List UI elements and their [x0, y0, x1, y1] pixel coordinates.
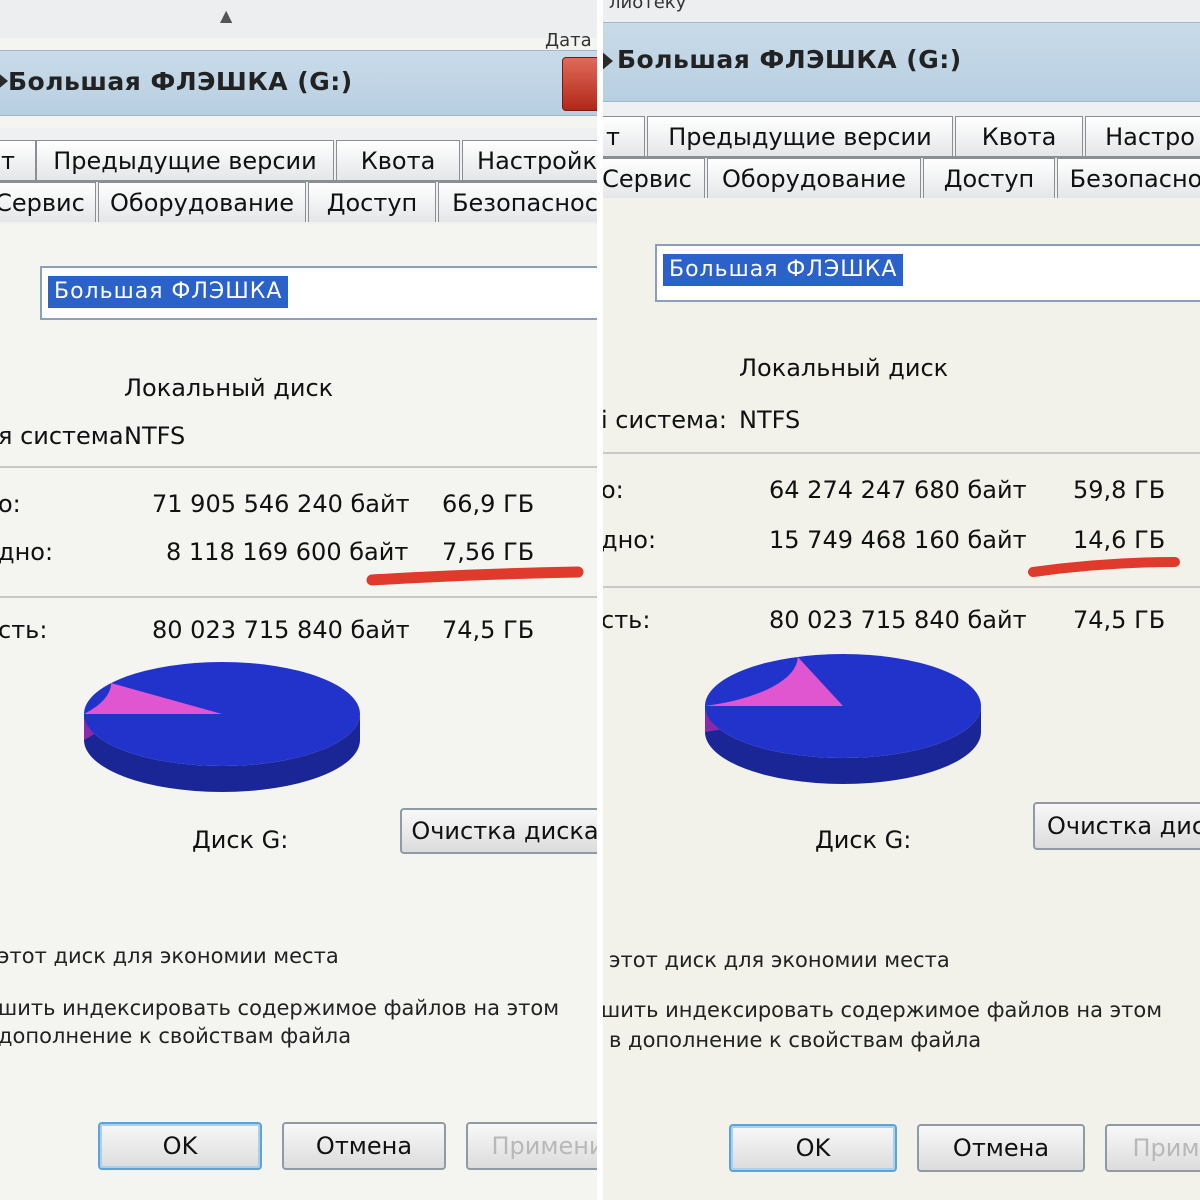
separator — [603, 452, 1200, 454]
title-bar[interactable]: Большая ФЛЭШКА (G:) — [0, 50, 597, 116]
cancel-button[interactable]: Отмена — [917, 1124, 1085, 1172]
used-space-bytes: 64 274 247 680 байт — [769, 476, 1027, 504]
index-contents-option[interactable]: шить индексировать содержимое файлов на … — [603, 998, 1163, 1022]
tab-quota[interactable]: Квота — [955, 116, 1083, 156]
pie-used-side — [705, 706, 981, 784]
tab-strip: т Предыдущие версии Квота Настройк Серви… — [0, 128, 597, 224]
collage-divider — [597, 0, 603, 1200]
used-space-label: о: — [0, 490, 21, 518]
top-fragment-text: лиотеку — [609, 0, 687, 13]
index-contents-option[interactable]: шить индексировать содержимое файлов на … — [0, 996, 560, 1020]
free-space-gb: 7,56 ГБ — [442, 538, 535, 566]
free-space-label: дно: — [603, 526, 657, 554]
free-space-gb: 14,6 ГБ — [1073, 526, 1166, 554]
window-icon — [603, 51, 613, 71]
right-screenshot-panel: лиотеку Большая ФЛЭШКА (G:) т Предыдущие… — [603, 0, 1200, 1200]
apply-button[interactable]: Примени — [466, 1122, 597, 1170]
disk-label: Диск G: — [815, 826, 912, 854]
tab-partial[interactable]: т — [603, 116, 645, 156]
capacity-bytes: 80 023 715 840 байт — [769, 606, 1027, 634]
close-button[interactable] — [562, 57, 597, 111]
pie-used-side — [84, 714, 360, 792]
tab-sharing[interactable]: Доступ — [308, 182, 436, 222]
left-screenshot-panel: ▲ Дата Большая ФЛЭШКА (G:) т Предыдущие … — [0, 0, 597, 1200]
free-space-bytes: 15 749 468 160 байт — [769, 526, 1027, 554]
tab-hardware[interactable]: Оборудование — [98, 182, 306, 222]
capacity-gb: 74,5 ГБ — [442, 616, 535, 644]
capacity-gb: 74,5 ГБ — [1073, 606, 1166, 634]
pie-free-slice — [84, 683, 222, 714]
title-bar[interactable]: Большая ФЛЭШКА (G:) — [603, 22, 1200, 102]
disk-cleanup-button[interactable]: Очистка дис — [1033, 802, 1200, 850]
tab-security[interactable]: Безопаснос — [438, 182, 597, 222]
tab-settings[interactable]: Настро — [1085, 116, 1200, 156]
ok-button[interactable]: OK — [98, 1122, 262, 1170]
red-underline-stroke — [366, 566, 584, 586]
capacity-bytes: 80 023 715 840 байт — [152, 616, 410, 644]
free-space-bytes: 8 118 169 600 байт — [166, 538, 409, 566]
tab-settings[interactable]: Настройк — [462, 140, 597, 180]
used-space-label: о: — [603, 476, 624, 504]
scroll-up-arrow-icon[interactable]: ▲ — [220, 6, 233, 25]
volume-name-field[interactable]: Большая ФЛЭШКА — [655, 244, 1200, 302]
disk-cleanup-button[interactable]: Очистка диска — [400, 808, 597, 854]
tab-previous-versions[interactable]: Предыдущие версии — [36, 140, 334, 180]
filesystem-label: і система: — [603, 406, 727, 434]
separator — [603, 586, 1200, 588]
volume-name-value: Большая ФЛЭШКА — [48, 276, 289, 308]
used-space-bytes: 71 905 546 240 байт — [152, 490, 410, 518]
cancel-button[interactable]: Отмена — [282, 1122, 446, 1170]
tab-hardware[interactable]: Оборудование — [707, 158, 921, 198]
red-underline-annotation — [366, 566, 584, 586]
filesystem-label: я система: — [0, 422, 132, 450]
used-space-gb: 66,9 ГБ — [442, 490, 535, 518]
disk-label: Диск G: — [192, 826, 289, 854]
filesystem-value: NTFS — [739, 406, 801, 434]
compress-drive-option[interactable]: этот диск для экономии места — [0, 944, 339, 968]
tab-strip: т Предыдущие версии Квота Настро Сервис … — [603, 102, 1200, 198]
window-title: Большая ФЛЭШКА (G:) — [617, 45, 962, 74]
index-contents-option-line2: дополнение к свойствам файла — [0, 1024, 352, 1048]
pie-free-slice — [705, 656, 843, 706]
separator — [0, 466, 597, 468]
tab-row-divider — [0, 180, 597, 182]
volume-name-value: Большая ФЛЭШКА — [663, 254, 904, 286]
tab-partial[interactable]: т — [0, 140, 36, 180]
capacity-label: сть: — [0, 616, 48, 644]
window-icon — [0, 71, 8, 91]
top-fragment-text: Дата — [545, 30, 592, 51]
disk-type-value: Локальный диск — [739, 354, 949, 382]
tab-service[interactable]: Сервис — [0, 182, 96, 222]
tab-security[interactable]: Безопасно — [1057, 158, 1200, 198]
top-strip: лиотеку — [603, 0, 1200, 22]
ok-button[interactable]: OK — [729, 1124, 897, 1172]
apply-button[interactable]: Примени — [1105, 1124, 1200, 1172]
used-space-gb: 59,8 ГБ — [1073, 476, 1166, 504]
tab-quota[interactable]: Квота — [336, 140, 460, 180]
capacity-label: сть: — [603, 606, 651, 634]
tab-row-divider — [603, 156, 1200, 158]
disk-type-value: Локальный диск — [124, 374, 334, 402]
red-underline-stroke — [1028, 557, 1180, 577]
filesystem-value: NTFS — [124, 422, 186, 450]
red-underline-annotation — [1028, 557, 1180, 577]
free-space-label: дно: — [0, 538, 54, 566]
separator — [0, 596, 597, 598]
top-strip: ▲ Дата — [0, 0, 597, 51]
volume-name-field[interactable]: Большая ФЛЭШКА — [40, 266, 597, 320]
disk-usage-pie-chart — [84, 662, 360, 792]
window-title: Большая ФЛЭШКА (G:) — [8, 67, 353, 96]
disk-usage-pie-chart — [705, 654, 981, 784]
tab-service[interactable]: Сервис — [603, 158, 705, 198]
tab-previous-versions[interactable]: Предыдущие версии — [647, 116, 953, 156]
index-contents-option-line2: в дополнение к свойствам файла — [609, 1028, 982, 1052]
tab-sharing[interactable]: Доступ — [923, 158, 1055, 198]
compress-drive-option[interactable]: этот диск для экономии места — [609, 948, 950, 972]
